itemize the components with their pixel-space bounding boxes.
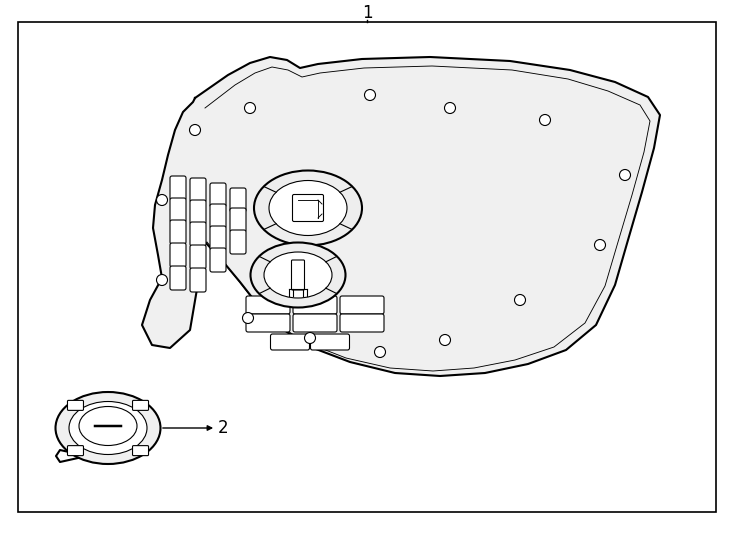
FancyBboxPatch shape — [291, 260, 305, 290]
FancyBboxPatch shape — [246, 314, 290, 332]
Ellipse shape — [69, 402, 147, 455]
Circle shape — [244, 103, 255, 113]
FancyBboxPatch shape — [190, 268, 206, 292]
Circle shape — [156, 274, 167, 286]
Circle shape — [619, 170, 631, 180]
FancyBboxPatch shape — [190, 222, 206, 246]
Circle shape — [189, 125, 200, 136]
FancyBboxPatch shape — [170, 220, 186, 244]
FancyBboxPatch shape — [246, 296, 290, 314]
FancyBboxPatch shape — [190, 200, 206, 224]
FancyBboxPatch shape — [210, 226, 226, 250]
FancyBboxPatch shape — [170, 198, 186, 222]
Circle shape — [445, 103, 456, 113]
Ellipse shape — [79, 407, 137, 446]
FancyBboxPatch shape — [340, 314, 384, 332]
FancyBboxPatch shape — [210, 183, 226, 207]
FancyBboxPatch shape — [133, 446, 148, 456]
Circle shape — [539, 114, 550, 125]
FancyBboxPatch shape — [230, 230, 246, 254]
Ellipse shape — [56, 392, 161, 464]
Circle shape — [242, 313, 253, 323]
Circle shape — [374, 347, 385, 357]
FancyBboxPatch shape — [310, 334, 349, 350]
FancyBboxPatch shape — [293, 314, 337, 332]
FancyBboxPatch shape — [230, 208, 246, 232]
FancyBboxPatch shape — [170, 266, 186, 290]
FancyBboxPatch shape — [68, 400, 84, 410]
FancyBboxPatch shape — [190, 245, 206, 269]
Circle shape — [440, 334, 451, 346]
Ellipse shape — [250, 242, 346, 307]
FancyBboxPatch shape — [68, 446, 84, 456]
Ellipse shape — [269, 180, 347, 235]
Polygon shape — [142, 57, 660, 376]
Ellipse shape — [254, 171, 362, 246]
FancyBboxPatch shape — [170, 176, 186, 200]
Circle shape — [515, 294, 526, 306]
FancyBboxPatch shape — [293, 296, 337, 314]
Circle shape — [156, 194, 167, 206]
Circle shape — [365, 90, 376, 100]
Ellipse shape — [264, 252, 332, 298]
FancyBboxPatch shape — [210, 248, 226, 272]
Circle shape — [595, 240, 606, 251]
Text: 2: 2 — [218, 419, 228, 437]
FancyBboxPatch shape — [210, 204, 226, 228]
FancyBboxPatch shape — [190, 178, 206, 202]
Text: 1: 1 — [362, 4, 372, 22]
FancyBboxPatch shape — [271, 334, 310, 350]
FancyBboxPatch shape — [340, 296, 384, 314]
FancyBboxPatch shape — [170, 243, 186, 267]
FancyBboxPatch shape — [230, 188, 246, 212]
FancyBboxPatch shape — [293, 194, 324, 221]
Circle shape — [305, 333, 316, 343]
FancyBboxPatch shape — [133, 400, 148, 410]
